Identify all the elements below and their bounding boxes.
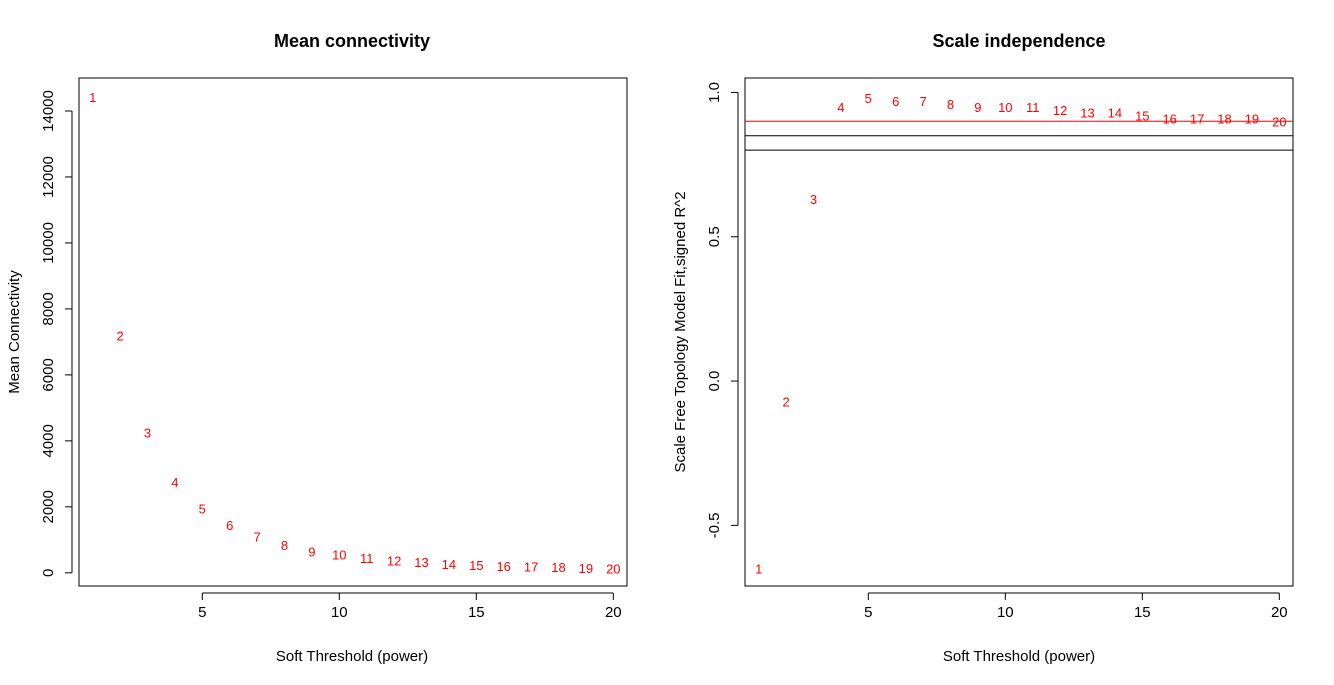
data-point-label: 15 — [469, 558, 483, 573]
data-point-label: 18 — [551, 560, 565, 575]
x-tick-label: 10 — [997, 604, 1014, 621]
data-point-label: 13 — [414, 555, 428, 570]
data-point-label: 17 — [524, 560, 538, 575]
x-tick-label: 10 — [331, 604, 348, 621]
data-point-label: 2 — [782, 394, 789, 409]
y-axis-label: Mean Connectivity — [6, 270, 23, 394]
x-tick-label: 20 — [1271, 604, 1288, 621]
y-tick-label: 8000 — [40, 292, 57, 325]
data-point-label: 11 — [360, 551, 374, 566]
x-axis: 5 10 15 20 — [198, 592, 622, 621]
plot-frame — [78, 77, 628, 587]
x-tick-label: 20 — [605, 604, 622, 621]
plot-frame — [744, 77, 1294, 587]
y-tick-label: -0.5 — [706, 512, 723, 538]
y-tick-label: 2000 — [40, 490, 57, 523]
y-tick-label: 0.0 — [706, 371, 723, 392]
data-point-label: 5 — [865, 91, 872, 106]
y-tick-label: 12000 — [40, 156, 57, 198]
data-point-label: 18 — [1217, 111, 1231, 126]
data-point-label: 20 — [606, 562, 620, 577]
data-point-label: 10 — [332, 548, 346, 563]
data-point-label: 7 — [919, 94, 926, 109]
data-point-label: 14 — [442, 557, 456, 572]
chart-title: Mean connectivity — [274, 31, 430, 51]
scale-independence-panel: Scale independence 5 10 15 20 -0.50.00.51.0… — [672, 31, 1294, 665]
data-point-label: 7 — [253, 530, 260, 545]
data-point-label: 10 — [998, 100, 1012, 115]
data-point-label: 15 — [1135, 109, 1149, 124]
data-point-label: 3 — [810, 192, 817, 207]
data-point-label: 16 — [1162, 111, 1176, 126]
y-tick-label: 0.5 — [706, 226, 723, 247]
data-point-label: 6 — [226, 518, 233, 533]
y-axis: 0 2000 4000 6000 8000 10000 12000 14000 — [40, 90, 73, 577]
x-axis-label: Soft Threshold (power) — [943, 648, 1095, 665]
data-point-label: 19 — [1245, 111, 1259, 126]
y-tick-label: 0 — [40, 569, 57, 577]
data-point-label: 3 — [144, 426, 151, 441]
y-axis-label: Scale Free Topology Model Fit,signed R^2 — [672, 191, 689, 472]
data-point-label: 12 — [387, 553, 401, 568]
chart-title: Scale independence — [932, 31, 1105, 51]
data-point-label: 6 — [892, 94, 899, 109]
y-tick-label: 4000 — [40, 424, 57, 457]
data-point-label: 4 — [837, 100, 844, 115]
x-axis-label: Soft Threshold (power) — [276, 648, 428, 665]
data-point-label: 5 — [199, 501, 206, 516]
data-point-label: 16 — [496, 559, 510, 574]
threshold-lines — [745, 120, 1293, 151]
x-tick-label: 5 — [198, 604, 206, 621]
data-point-label: 4 — [171, 475, 178, 490]
data-point-label: 11 — [1026, 100, 1040, 115]
data-point-label: 8 — [281, 538, 288, 553]
data-point-label: 14 — [1108, 106, 1122, 121]
y-tick-label: 6000 — [40, 358, 57, 391]
data-point-label: 8 — [947, 97, 954, 112]
x-tick-label: 15 — [468, 604, 485, 621]
y-tick-label: 14000 — [40, 90, 57, 132]
data-point-label: 9 — [308, 544, 315, 559]
mean-connectivity-panel: Mean connectivity 5 10 15 20 02000400060008… — [6, 31, 628, 665]
data-point-label: 12 — [1053, 103, 1067, 118]
data-point-label: 1 — [755, 562, 762, 577]
x-tick-label: 5 — [864, 604, 872, 621]
data-point-label: 1 — [89, 90, 96, 105]
x-axis: 5 10 15 20 — [864, 592, 1288, 621]
y-tick-label: 1.0 — [706, 82, 723, 103]
y-tick-label: 10000 — [40, 222, 57, 264]
data-point-label: 13 — [1080, 106, 1094, 121]
data-point-label: 20 — [1272, 114, 1286, 129]
y-axis: -0.5 0.0 0.5 1.0 — [706, 82, 739, 538]
data-point-label: 17 — [1190, 111, 1204, 126]
data-point-label: 9 — [974, 100, 981, 115]
data-point-label: 19 — [579, 561, 593, 576]
data-point-label: 2 — [116, 328, 123, 343]
x-tick-label: 15 — [1134, 604, 1151, 621]
